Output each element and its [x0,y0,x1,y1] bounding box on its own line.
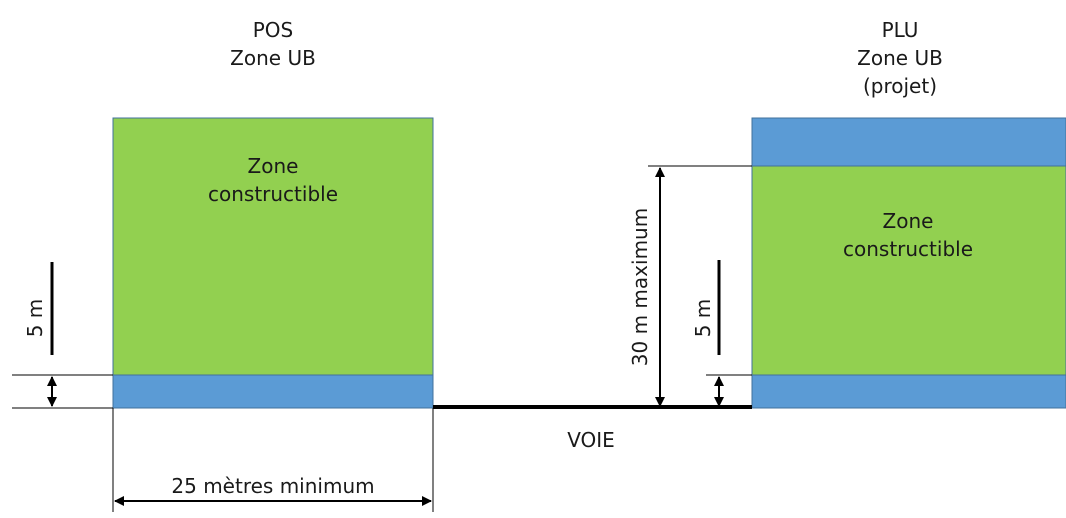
right-title: PLU Zone UB (projet) [820,16,980,100]
right-back-band [751,117,1066,167]
left-title: POS Zone UB [193,16,353,72]
left-zone-label: Zone constructible [188,152,358,208]
depth-label: 30 m maximum [628,207,652,367]
road-label: VOIE [567,428,615,452]
width-label: 25 mètres minimum [171,474,375,498]
left-zone-line1: Zone [247,154,299,178]
right-title-line2: Zone UB [857,46,943,70]
left-title-line2: Zone UB [230,46,316,70]
right-zone-label: Zone constructible [823,207,993,263]
left-title-line1: POS [252,18,294,42]
right-title-line1: PLU [881,18,919,42]
right-buildable-zone [751,165,1066,376]
right-zone-line2: constructible [842,237,974,261]
left-zone-line2: constructible [207,182,339,206]
right-zone-line1: Zone [882,209,934,233]
left-setback-band [112,374,434,409]
left-buildable-zone [112,117,434,376]
left-setback-label: 5 m [23,298,47,338]
right-setback-band [751,374,1066,409]
right-setback-label: 5 m [691,298,715,338]
right-title-line3: (projet) [862,74,938,98]
